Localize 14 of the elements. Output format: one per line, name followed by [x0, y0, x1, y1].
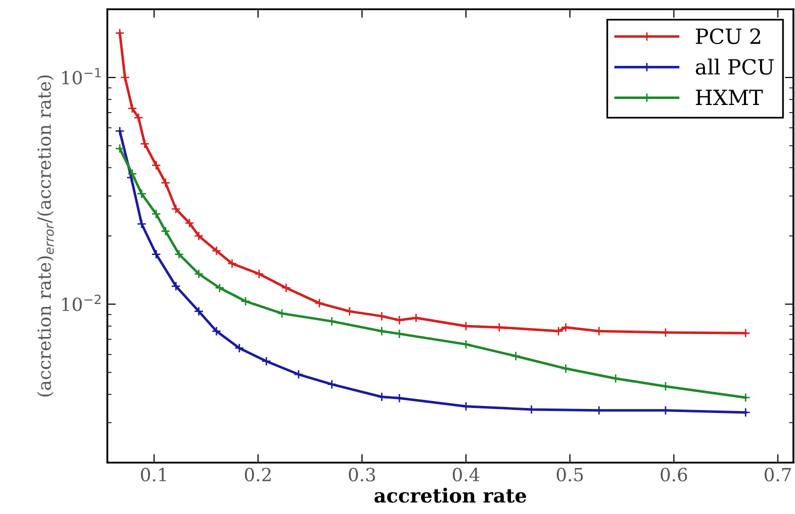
y-tick-label: 10$^{−2}$	[62, 294, 101, 312]
x-tick-label: 0.5	[556, 468, 583, 482]
x-tick-label: 0.1	[140, 468, 166, 482]
legend-label: all PCU	[696, 58, 774, 75]
x-tick-label: 0.7	[764, 468, 791, 482]
legend-label: PCU 2	[696, 28, 760, 44]
x-tick-label: 0.4	[452, 468, 480, 482]
x-tick-label: 0.2	[244, 468, 271, 482]
y-axis-title: (accretion rate)$_{error}$/(accretion rate)	[37, 75, 54, 396]
y-tick-label: 10$^{−1}$	[62, 68, 101, 84]
legend-label: HXMT	[696, 90, 763, 105]
x-tick-label: 0.6	[660, 468, 688, 482]
x-axis-title: accretion rate	[374, 488, 526, 503]
x-tick-label: 0.3	[348, 468, 376, 482]
